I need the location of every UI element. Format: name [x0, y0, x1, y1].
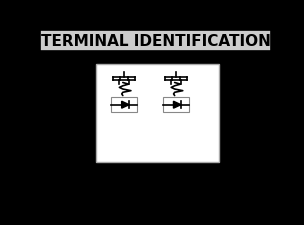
Bar — [96, 64, 219, 162]
Polygon shape — [122, 102, 129, 109]
Polygon shape — [174, 102, 181, 109]
Bar — [40, 30, 271, 52]
Text: TERMINAL IDENTIFICATION: TERMINAL IDENTIFICATION — [41, 34, 271, 49]
Bar — [111, 98, 137, 112]
Bar — [163, 98, 189, 112]
